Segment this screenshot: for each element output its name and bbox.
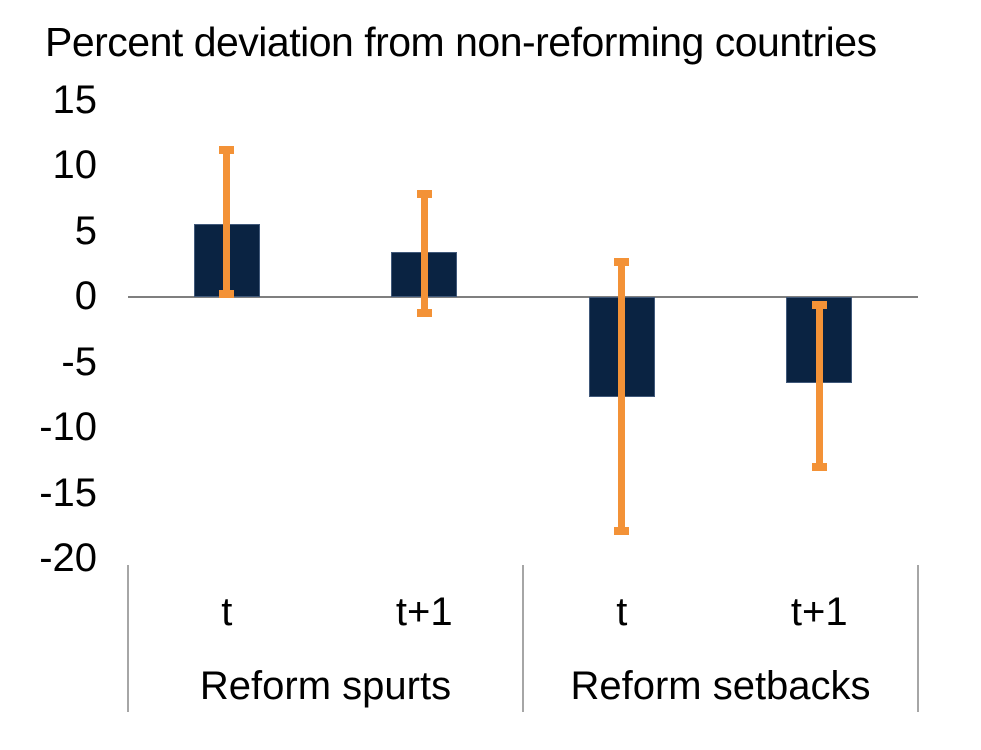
category-label: t+1 bbox=[790, 590, 848, 634]
category-label: t bbox=[616, 590, 628, 634]
error-bar-cap-bottom bbox=[614, 527, 630, 536]
error-bar-cap-bottom bbox=[219, 290, 235, 299]
error-bar-cap-bottom bbox=[416, 308, 432, 317]
category-label: t+1 bbox=[395, 590, 453, 634]
error-bar-cap-top bbox=[614, 257, 630, 266]
error-bar-stem bbox=[420, 193, 428, 313]
y-axis-tick-label: 10 bbox=[52, 143, 98, 187]
zero-axis-line bbox=[128, 296, 918, 298]
y-axis-tick-label: -5 bbox=[61, 339, 97, 384]
y-axis-tick-label: 0 bbox=[74, 274, 97, 318]
y-axis-tick-label: -10 bbox=[39, 405, 97, 449]
error-bar-stem bbox=[618, 261, 626, 532]
y-axis-tick-label: -15 bbox=[39, 470, 97, 515]
error-bar-cap-bottom bbox=[811, 463, 827, 472]
category-label: t bbox=[221, 590, 233, 634]
error-bar-stem bbox=[815, 304, 823, 468]
chart-title: Percent deviation from non-reforming cou… bbox=[45, 19, 877, 65]
y-axis-tick-label: 5 bbox=[74, 208, 97, 253]
error-bar-cap-top bbox=[416, 189, 432, 198]
group-label: Reform spurts bbox=[199, 664, 452, 708]
error-bar-cap-top bbox=[811, 300, 827, 309]
y-axis-tick-label: 15 bbox=[52, 77, 98, 122]
y-axis-tick-label: -20 bbox=[39, 536, 97, 580]
group-divider-line bbox=[917, 565, 919, 712]
group-divider-line bbox=[522, 565, 524, 712]
group-label: Reform setbacks bbox=[570, 664, 871, 708]
error-bar-cap-top bbox=[219, 146, 235, 155]
error-bar-stem bbox=[223, 150, 231, 295]
group-divider-line bbox=[127, 565, 129, 712]
